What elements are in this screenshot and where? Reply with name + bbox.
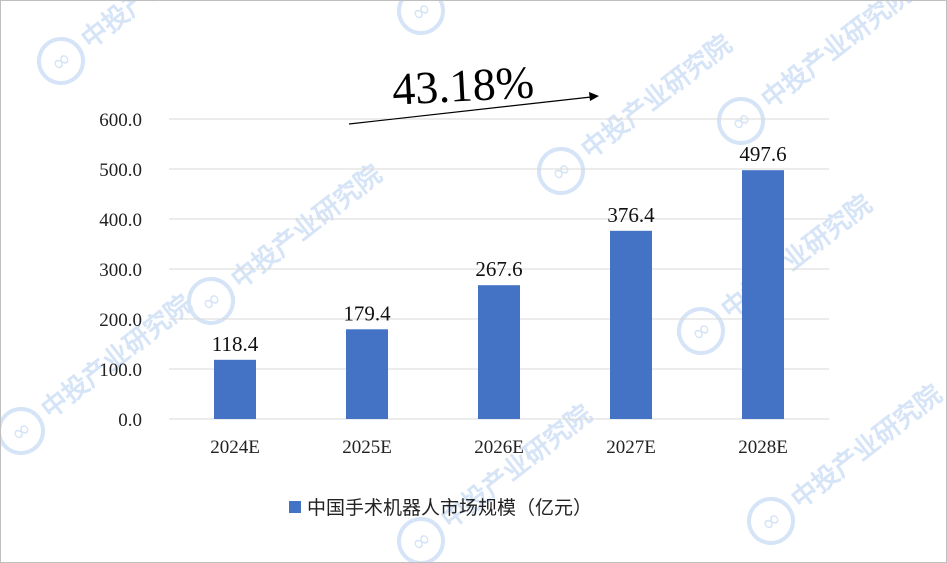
watermark-logo-icon [537,147,585,195]
watermark-logo-icon [717,97,765,145]
data-label: 267.6 [475,257,522,281]
growth-annotation: 43.18% [348,56,599,125]
y-tick-label: 600.0 [99,110,142,131]
growth-arrow-line [348,96,592,125]
watermark-text: 中投产业研究院 [755,1,918,115]
watermark: ∞中投产业研究院 [537,29,738,195]
watermark-text: 中投产业研究院 [785,379,946,515]
bar [346,329,388,419]
data-label: 118.4 [212,332,259,356]
watermark-logo-icon [747,497,795,545]
y-axis: 0.0 100.0 200.0 300.0 400.0 500.0 600.0 [99,110,142,431]
y-tick-label: 0.0 [118,410,142,431]
watermark-text: 中投产业研究院 [715,189,878,325]
y-tick-label: 500.0 [99,160,142,181]
x-tick-label: 2025E [342,437,392,458]
x-axis: 2024E 2025E 2026E 2027E 2028E [210,437,788,458]
x-tick-label: 2024E [210,437,260,458]
y-tick-label: 200.0 [99,310,142,331]
y-tick-label: 400.0 [99,210,142,231]
watermark: ∞中投产业研究院 [717,1,918,145]
x-tick-label: 2027E [606,437,656,458]
watermark-logo-icon [187,277,235,325]
watermark-logo-icon [1,407,45,455]
bar [610,230,652,419]
watermark-text: 中投产业研究院 [575,29,738,165]
y-tick-label: 100.0 [99,360,142,381]
growth-arrow-head [589,92,599,101]
bar [478,285,520,419]
legend: 中国手术机器人市场规模（亿元） [289,497,592,519]
legend-swatch [289,501,301,513]
bar [742,170,784,419]
watermark-logo-icon [397,517,445,562]
legend-label: 中国手术机器人市场规模（亿元） [307,497,592,519]
data-label: 179.4 [343,301,391,325]
watermark-logo-icon [677,307,725,355]
data-label: 497.6 [739,142,786,166]
bar [214,359,256,419]
bars: 118.4 179.4 267.6 376.4 497.6 [212,142,787,419]
x-tick-label: 2026E [474,437,524,458]
watermark-text: 中投产业研究院 [225,159,388,295]
cagr-label: 43.18% [391,56,535,114]
x-tick-label: 2028E [738,437,788,458]
data-label: 376.4 [607,203,655,227]
gridlines [169,118,829,420]
watermark-logo-icon [37,37,85,85]
y-tick-label: 300.0 [99,260,142,281]
watermark: ∞中投产业研究院 [397,1,598,35]
watermark-text: 中投产业研究院 [435,1,598,5]
watermark-text: 中投产业研究院 [75,1,238,55]
watermark: ∞中投产业研究院 [37,1,238,85]
watermark-logo-icon [397,1,445,35]
